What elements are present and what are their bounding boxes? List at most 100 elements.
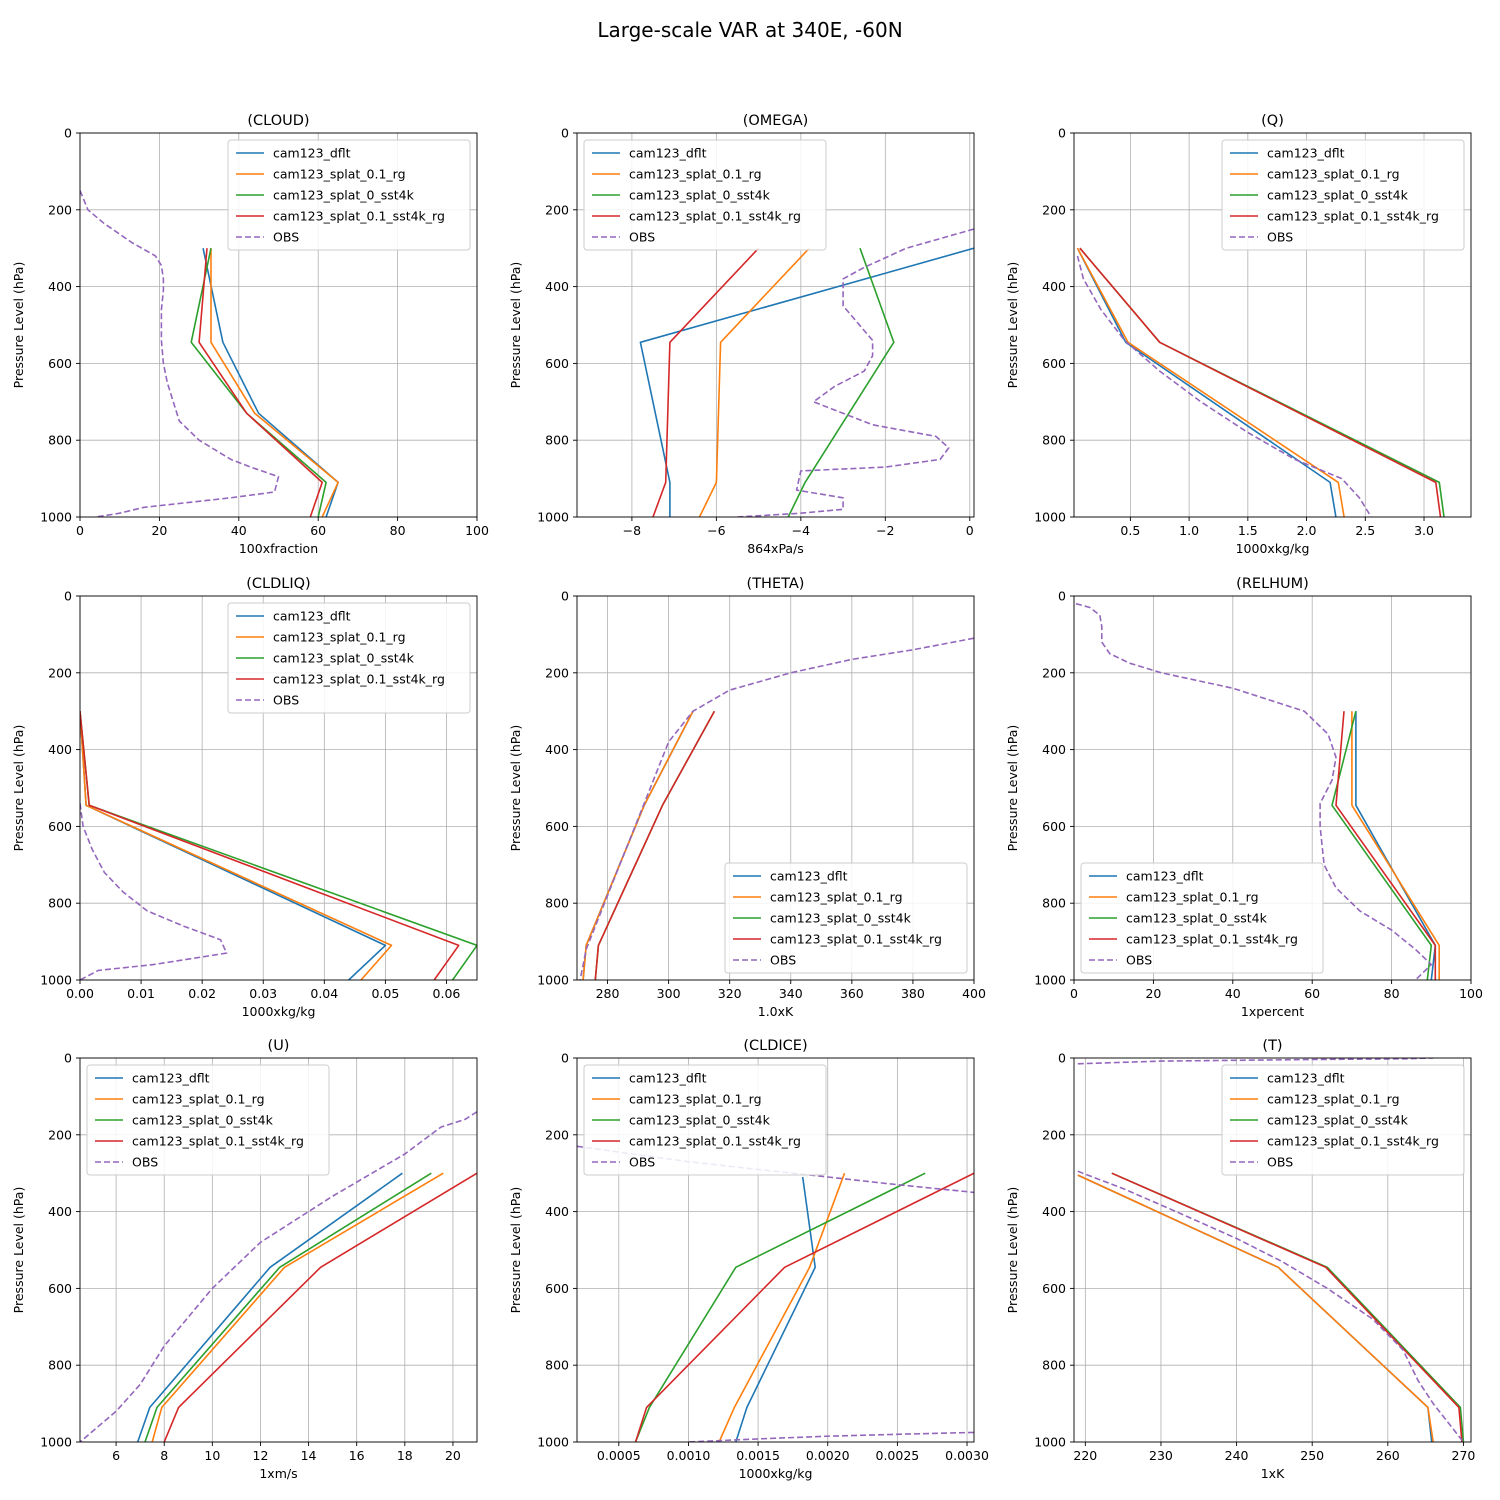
panels: 0 20 40 60 80 10002004006008001000(CLOUD)100x… <box>11 113 1483 1481</box>
x-tick-label: 16 <box>349 1448 365 1463</box>
legend-label-cam123-splat-0-1-rg: cam123_splat_0.1_rg <box>273 630 406 645</box>
panel-t: 220 230 240 250 260 270 0 200 400 600 800 1000 (T) 1x… <box>1005 1038 1475 1481</box>
axes-frame <box>576 1057 975 1443</box>
x-tick-label: 60 <box>1304 986 1320 1001</box>
legend: cam123_dflt cam123_splat_0.1_rg cam123_spl… <box>583 139 827 251</box>
x-tick-label: 12 <box>253 1448 269 1463</box>
series-group <box>1076 247 1445 517</box>
y-axis-label: Pressure Level (hPa) <box>1005 262 1020 389</box>
y-tick-label: 400 <box>48 1204 72 1219</box>
panel-theta: 280 300 320 340 360 380 400 0 200 400 600 800 1000 (T… <box>508 576 986 1019</box>
legend-label-cam123-dflt: cam123_dflt <box>273 609 351 624</box>
x-tick-label: 100 <box>465 523 489 538</box>
y-tick-label: 1000 <box>537 973 569 988</box>
series-line-cam123-splat-0-sst4k <box>144 1172 432 1442</box>
series-line-cam123-splat-0-1-rg <box>1077 1174 1434 1442</box>
x-tick-label: −8 <box>623 523 641 538</box>
y-axis-label: Pressure Level (hPa) <box>508 1187 523 1314</box>
series-line-obs-top <box>1077 1058 1434 1065</box>
panel-title: (OMEGA) <box>743 113 809 129</box>
x-tick-label: 40 <box>231 523 247 538</box>
y-tick-label: 1000 <box>1034 510 1066 525</box>
legend-label-obs: OBS <box>629 230 655 245</box>
series-group <box>639 228 974 517</box>
legend-box <box>724 862 968 974</box>
x-tick-label: 230 <box>1149 1448 1173 1463</box>
x-tick-label: 0.0015 <box>736 1448 780 1463</box>
axes-frame <box>576 132 975 518</box>
series-group <box>579 637 974 980</box>
axes-frame <box>79 1057 478 1443</box>
legend-label-obs: OBS <box>273 693 299 708</box>
x-tick-label: 100 <box>1459 986 1483 1001</box>
x-tick-label: 80 <box>390 523 406 538</box>
y-tick-label: 0 <box>64 589 72 604</box>
y-tick-label: 200 <box>545 1127 569 1142</box>
panel-omega: −8 −6 −4 −2 0 0 200 400 600 800 1000 (OMEGA) 864xPa/… <box>508 113 975 556</box>
series-line-cam123-splat-0-1-rg <box>1076 247 1345 517</box>
series-line-cam123-splat-0-1-rg <box>698 247 810 517</box>
legend: cam123_dflt cam123_splat_0.1_rg cam123_spl… <box>1080 862 1324 974</box>
y-tick-label: 600 <box>545 1281 569 1296</box>
y-tick-label: 1000 <box>40 510 72 525</box>
legend-label-cam123-dflt: cam123_dflt <box>1267 1071 1345 1086</box>
legend-label-cam123-splat-0-1-rg: cam123_splat_0.1_rg <box>629 167 762 182</box>
series-line-cam123-dflt <box>639 247 974 517</box>
x-tick-label: 3.0 <box>1414 523 1434 538</box>
legend-label-cam123-splat-0-1-sst4k-rg: cam123_splat_0.1_sst4k_rg <box>629 209 801 224</box>
series-line-cam123-splat-0-1-sst4k-rg <box>634 1172 974 1442</box>
legend: cam123_dflt cam123_splat_0.1_rg cam123_spl… <box>1221 1064 1465 1176</box>
y-tick-label: 1000 <box>40 973 72 988</box>
x-tick-label: 320 <box>718 986 742 1001</box>
y-axis-label: Pressure Level (hPa) <box>11 262 26 389</box>
y-tick-label: 400 <box>1042 742 1066 757</box>
legend-label-cam123-splat-0-1-rg: cam123_splat_0.1_rg <box>629 1092 762 1107</box>
y-tick-label: 1000 <box>537 1435 569 1450</box>
y-tick-label: 0 <box>561 589 569 604</box>
x-tick-label: 0.02 <box>188 986 216 1001</box>
x-tick-label: 0.0025 <box>876 1448 920 1463</box>
x-tick-label: 270 <box>1452 1448 1476 1463</box>
x-axis-label: 100xfraction <box>239 541 318 556</box>
series-line-cam123-splat-0-1-sst4k-rg <box>594 710 716 980</box>
y-axis-label: Pressure Level (hPa) <box>1005 1187 1020 1314</box>
x-tick-label: 0.5 <box>1120 523 1140 538</box>
y-tick-label: 1000 <box>40 1435 72 1450</box>
y-tick-label: 0 <box>1058 126 1066 141</box>
y-axis-label: Pressure Level (hPa) <box>508 262 523 389</box>
y-tick-label: 600 <box>545 819 569 834</box>
panel-title: (CLOUD) <box>247 113 309 129</box>
x-axis-label: 1000xkg/kg <box>739 1466 813 1481</box>
legend-box <box>583 139 827 251</box>
series-group <box>80 711 477 980</box>
y-tick-label: 600 <box>545 356 569 371</box>
legend-label-cam123-splat-0-1-sst4k-rg: cam123_splat_0.1_sst4k_rg <box>1126 932 1298 947</box>
x-axis-label: 1000xkg/kg <box>1236 541 1310 556</box>
panel-relhum: 0 20 40 60 80 10002004006008001000(RELHUM)1xp… <box>1005 576 1483 1019</box>
y-tick-label: 200 <box>545 665 569 680</box>
x-tick-label: −6 <box>707 523 725 538</box>
legend: cam123_dflt cam123_splat_0.1_rg cam123_spl… <box>227 139 471 251</box>
y-tick-label: 400 <box>545 742 569 757</box>
series-line-obs <box>1076 255 1372 517</box>
y-tick-label: 800 <box>48 433 72 448</box>
axes-frame <box>1073 595 1472 981</box>
x-tick-label: 20 <box>151 523 167 538</box>
legend-box <box>227 139 471 251</box>
figure-title: Large-scale VAR at 340E, -60N <box>597 18 902 42</box>
x-tick-label: 280 <box>596 986 620 1001</box>
legend-label-cam123-splat-0-1-rg: cam123_splat_0.1_rg <box>1267 167 1400 182</box>
x-tick-label: 2.5 <box>1355 523 1375 538</box>
y-axis-label: Pressure Level (hPa) <box>508 725 523 852</box>
y-axis-label: Pressure Level (hPa) <box>11 725 26 852</box>
y-tick-label: 600 <box>48 1281 72 1296</box>
series-line-obs <box>1075 602 1433 980</box>
y-tick-label: 200 <box>48 665 72 680</box>
x-axis-label: 1000xkg/kg <box>242 1004 316 1019</box>
series-line-cam123-splat-0-sst4k <box>787 247 895 517</box>
x-tick-label: 6 <box>112 1448 120 1463</box>
x-tick-label: 0 <box>966 523 974 538</box>
y-tick-label: 1000 <box>1034 973 1066 988</box>
series-line-cam123-dflt <box>1076 247 1337 517</box>
series-line-cam123-dflt <box>735 1176 817 1442</box>
